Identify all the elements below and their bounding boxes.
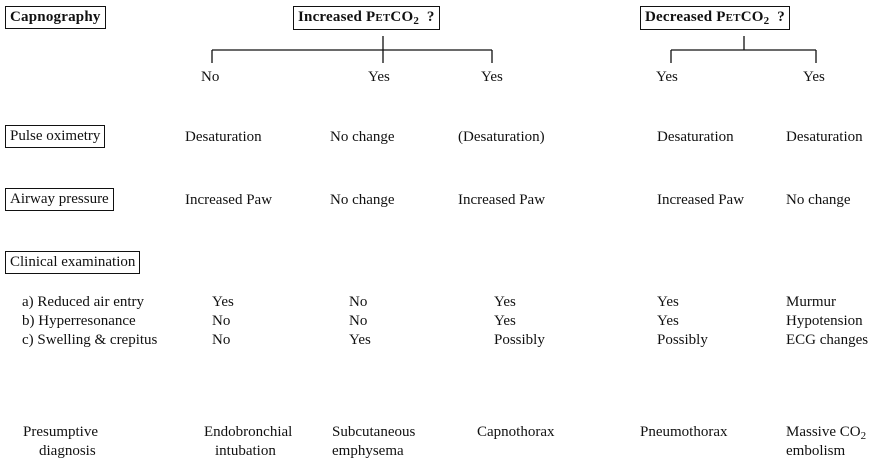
clinical-item-c-col1: No	[212, 332, 231, 348]
pulse-oximetry-col4: Desaturation	[657, 129, 734, 145]
decreased-sub2: 2	[763, 15, 770, 27]
airway-pressure-col2: No change	[330, 192, 395, 208]
clinical-item-b-col3: Yes	[494, 313, 516, 329]
airway-pressure-label: Airway pressure	[10, 191, 109, 207]
pulse-oximetry-col2: No change	[330, 129, 395, 145]
clinical-item-c-col3: Possibly	[494, 332, 545, 348]
diagnosis-massive-co2-line1: Massive CO2	[786, 423, 866, 442]
pulse-oximetry-col3: (Desaturation)	[458, 129, 545, 145]
clinical-item-a-col3: Yes	[494, 294, 516, 310]
clinical-item-b-label: b) Hyperresonance	[22, 313, 136, 329]
airway-pressure-col5: No change	[786, 192, 851, 208]
diagnosis-subcutaneous-line2: emphysema	[332, 443, 404, 459]
diagnosis-endobronchial-line2: intubation	[215, 443, 276, 459]
increased-petco2-box: Increased PetCO2 ?	[293, 6, 440, 30]
diagnosis-label-line2: diagnosis	[39, 443, 96, 459]
answer-yes-3: Yes	[656, 69, 678, 85]
clinical-item-c-col4: Possibly	[657, 332, 708, 348]
pulse-oximetry-box: Pulse oximetry	[5, 125, 106, 148]
diagnosis-pneumothorax: Pneumothorax	[640, 424, 728, 440]
pulse-oximetry-col5: Desaturation	[786, 129, 863, 145]
diagnosis-endobronchial-line1: Endobronchial	[204, 424, 293, 440]
increased-sub2: 2	[413, 15, 420, 27]
increased-co: CO	[390, 9, 414, 25]
capnography-label: Capnography	[10, 9, 101, 25]
diagnosis-capnothorax: Capnothorax	[477, 424, 555, 440]
clinical-item-c-label: c) Swelling & crepitus	[22, 332, 158, 348]
pulse-oximetry-col1: Desaturation	[185, 129, 262, 145]
clinical-item-a-col1: Yes	[212, 294, 234, 310]
diagnosis-label-line1: Presumptive	[23, 424, 98, 440]
answer-yes-2: Yes	[481, 69, 503, 85]
clinical-examination-label: Clinical examination	[10, 254, 136, 270]
airway-pressure-col4: Increased Paw	[657, 192, 745, 208]
diagnosis-subcutaneous-line1: Subcutaneous	[332, 424, 416, 440]
clinical-item-a-col5: Murmur	[786, 294, 836, 310]
clinical-item-b-col2: No	[349, 313, 368, 329]
increased-question: ?	[419, 9, 435, 25]
decreased-label: Decreased	[645, 9, 717, 25]
diagnosis-massive-sub2: 2	[860, 430, 867, 442]
clinical-item-a-col2: No	[349, 294, 368, 310]
answer-yes-4: Yes	[803, 69, 825, 85]
clinical-item-b-col5: Hypotension	[786, 313, 863, 329]
airway-pressure-col3: Increased Paw	[458, 192, 546, 208]
airway-pressure-col1: Increased Paw	[185, 192, 273, 208]
clinical-item-a-label: a) Reduced air entry	[22, 294, 145, 310]
clinical-item-c-col2: Yes	[349, 332, 371, 348]
increased-pet: Pet	[365, 9, 391, 25]
increased-label: Increased	[298, 9, 366, 25]
clinical-item-b-col1: No	[212, 313, 231, 329]
answer-yes-1: Yes	[368, 69, 390, 85]
decreased-question: ?	[769, 9, 785, 25]
diagnosis-massive-co: Massive CO	[786, 424, 861, 440]
capnography-box: Capnography	[5, 6, 106, 29]
decreased-petco2-box: Decreased PetCO2 ?	[640, 6, 790, 30]
clinical-item-c-col5: ECG changes	[786, 332, 869, 348]
diagnosis-massive-co2-line2: embolism	[786, 443, 846, 459]
clinical-item-a-col4: Yes	[657, 294, 679, 310]
pulse-oximetry-label: Pulse oximetry	[10, 128, 101, 144]
airway-pressure-box: Airway pressure	[5, 188, 114, 211]
decreased-co: CO	[740, 9, 764, 25]
clinical-examination-box: Clinical examination	[5, 251, 141, 274]
decreased-pet: Pet	[716, 9, 741, 25]
answer-no: No	[201, 69, 220, 85]
clinical-item-b-col4: Yes	[657, 313, 679, 329]
